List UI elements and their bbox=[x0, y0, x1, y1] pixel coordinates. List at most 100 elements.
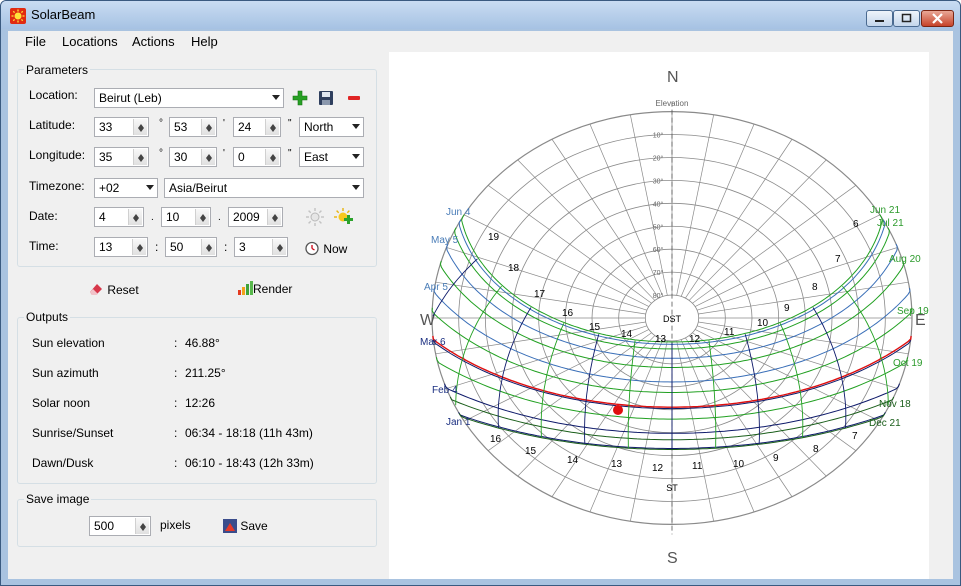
menu-file[interactable]: File bbox=[25, 34, 46, 49]
elevation-tick-label: 10° bbox=[653, 132, 664, 140]
date-month-input[interactable]: 10 bbox=[161, 207, 211, 227]
output-value: 211.25° bbox=[185, 366, 226, 380]
output-value: 06:34 - 18:18 (11h 43m) bbox=[185, 426, 313, 440]
spinner-icon[interactable] bbox=[201, 149, 215, 165]
date-label: Sep 19 bbox=[897, 306, 929, 317]
save-location-icon[interactable] bbox=[318, 90, 334, 106]
now-button[interactable]: Now bbox=[304, 240, 347, 256]
hour-label: 8 bbox=[812, 282, 818, 293]
hour-label: 10 bbox=[757, 318, 769, 329]
azimuth-line bbox=[629, 114, 668, 296]
timezone-offset-select[interactable]: +02 bbox=[94, 178, 158, 198]
time-second-input[interactable]: 3 bbox=[234, 237, 288, 257]
reset-button[interactable]: Reset bbox=[88, 281, 139, 297]
image-size-input[interactable]: 500 bbox=[89, 516, 151, 536]
spinner-icon[interactable] bbox=[201, 239, 215, 255]
menu-locations[interactable]: Locations bbox=[62, 34, 118, 49]
date-label: Date: bbox=[29, 209, 58, 223]
spinner-icon[interactable] bbox=[267, 209, 281, 225]
title-bar[interactable]: SolarBeam bbox=[1, 1, 960, 29]
hour-label: 17 bbox=[534, 289, 546, 300]
spinner-icon[interactable] bbox=[132, 239, 146, 255]
date-label: Mar 6 bbox=[420, 337, 446, 348]
hour-label: 7 bbox=[852, 431, 858, 442]
outputs-title: Outputs bbox=[24, 310, 71, 324]
latitude-direction-select[interactable]: North bbox=[299, 117, 364, 137]
chevron-down-icon bbox=[352, 185, 360, 194]
spinner-icon[interactable] bbox=[265, 119, 279, 135]
spinner-icon[interactable] bbox=[265, 149, 279, 165]
timezone-offset-value: +02 bbox=[99, 181, 120, 195]
close-button[interactable] bbox=[921, 10, 954, 27]
date-year-input[interactable]: 2009 bbox=[228, 207, 283, 227]
longitude-degrees-input[interactable]: 35 bbox=[94, 147, 149, 167]
spinner-icon[interactable] bbox=[128, 209, 142, 225]
azimuth-line bbox=[676, 340, 715, 522]
menu-help[interactable]: Help bbox=[191, 34, 218, 49]
sun-path-chart[interactable]: N S W E Elevation 10° 20° 30° 40° 50° 60° 70° 80° DST… bbox=[389, 52, 929, 579]
pixels-unit-label: pixels bbox=[160, 518, 191, 532]
client-area: Parameters Location: Beirut (Leb) Latitu… bbox=[8, 52, 953, 579]
minimize-button[interactable] bbox=[866, 10, 893, 27]
spinner-icon[interactable] bbox=[195, 209, 209, 225]
date-day-input[interactable]: 4 bbox=[94, 207, 144, 227]
maximize-icon bbox=[901, 13, 912, 23]
azimuth-line bbox=[680, 123, 755, 297]
hour-label: 8 bbox=[813, 444, 819, 455]
time-hour-value: 13 bbox=[99, 240, 113, 254]
latitude-label: Latitude: bbox=[29, 118, 76, 132]
hour-label: 6 bbox=[853, 219, 859, 230]
location-label: Location: bbox=[29, 88, 78, 102]
date-label: Jun 21 bbox=[870, 205, 900, 216]
sun-add-icon[interactable] bbox=[333, 207, 353, 227]
date-separator: . bbox=[151, 212, 154, 223]
time-minute-value: 50 bbox=[170, 240, 184, 254]
latitude-minutes-input[interactable]: 53 bbox=[169, 117, 217, 137]
hour-label: 18 bbox=[508, 263, 520, 274]
longitude-degrees-value: 35 bbox=[99, 150, 113, 164]
minute-symbol: ' bbox=[223, 118, 225, 129]
maximize-button[interactable] bbox=[893, 10, 920, 27]
outputs-group bbox=[17, 317, 377, 484]
picture-icon bbox=[223, 519, 237, 533]
remove-location-icon[interactable] bbox=[346, 90, 362, 106]
chevron-down-icon bbox=[352, 124, 360, 133]
longitude-minutes-input[interactable]: 30 bbox=[169, 147, 217, 167]
center-label: DST bbox=[663, 314, 682, 324]
longitude-direction-value: East bbox=[304, 150, 329, 164]
latitude-degrees-input[interactable]: 33 bbox=[94, 117, 149, 137]
spinner-icon[interactable] bbox=[135, 518, 149, 534]
spinner-icon[interactable] bbox=[272, 239, 286, 255]
time-second-value: 3 bbox=[239, 240, 246, 254]
now-label: Now bbox=[323, 242, 348, 256]
menu-actions[interactable]: Actions bbox=[132, 34, 175, 49]
timezone-name-select[interactable]: Asia/Beirut bbox=[164, 178, 364, 198]
time-minute-input[interactable]: 50 bbox=[165, 237, 217, 257]
azimuth-line bbox=[680, 339, 755, 513]
hour-label: 9 bbox=[773, 453, 779, 464]
azimuth-line bbox=[435, 281, 646, 315]
hour-label: 7 bbox=[835, 254, 841, 265]
image-size-value: 500 bbox=[94, 519, 115, 533]
longitude-seconds-input[interactable]: 0 bbox=[233, 147, 281, 167]
close-icon bbox=[932, 13, 943, 24]
location-select[interactable]: Beirut (Leb) bbox=[94, 88, 284, 108]
date-label: Jun 4 bbox=[446, 207, 471, 218]
elevation-title: Elevation bbox=[656, 99, 689, 108]
time-hour-input[interactable]: 13 bbox=[94, 237, 148, 257]
hour-label: 11 bbox=[692, 461, 703, 472]
spinner-icon[interactable] bbox=[133, 119, 147, 135]
hour-line bbox=[812, 307, 847, 428]
longitude-direction-select[interactable]: East bbox=[299, 147, 364, 167]
time-separator: : bbox=[155, 240, 159, 254]
latitude-seconds-input[interactable]: 24 bbox=[233, 117, 281, 137]
spinner-icon[interactable] bbox=[133, 149, 147, 165]
save-image-button[interactable]: Save bbox=[223, 519, 268, 533]
second-symbol: " bbox=[288, 148, 292, 159]
sun-icon[interactable] bbox=[305, 207, 325, 227]
render-button[interactable]: Render bbox=[237, 281, 292, 296]
add-location-icon[interactable] bbox=[292, 90, 308, 106]
spinner-icon[interactable] bbox=[201, 119, 215, 135]
chevron-down-icon bbox=[146, 185, 154, 194]
compass-south-label: S bbox=[667, 550, 678, 567]
